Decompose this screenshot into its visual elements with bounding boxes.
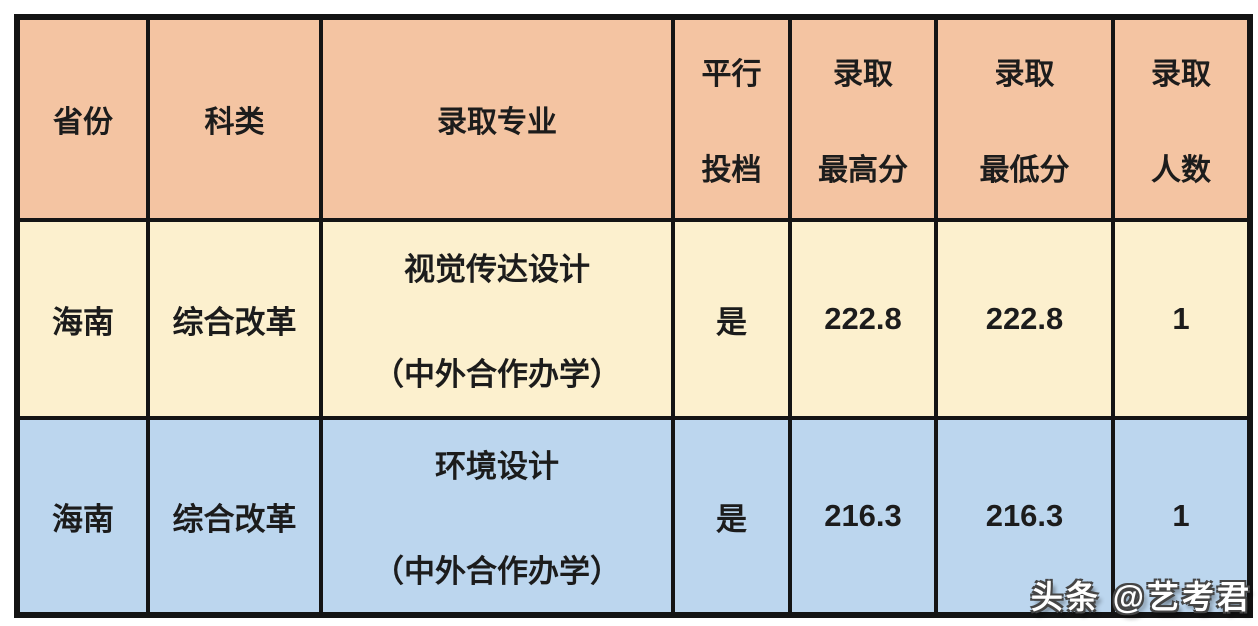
major-name: 环境设计: [435, 449, 559, 484]
header-label-province: 省份: [53, 106, 113, 139]
watermark-toutiao: 头条 @艺考君: [1030, 579, 1252, 615]
header-row: 省份 科类 录取专业 平行 投档 录取 最高分: [15, 15, 1252, 222]
header-label-category: 科类: [204, 106, 265, 139]
table-row: 海南 综合改革 视觉传达设计 （中外合作办学） 是 222.8: [15, 218, 1252, 420]
cell-province: 海南: [15, 416, 150, 617]
header-cell-min-score: 录取 最低分: [934, 15, 1115, 222]
category-value: 综合改革: [172, 304, 297, 340]
header-cell-category: 科类: [146, 15, 323, 222]
header-cell-parallel: 平行 投档: [671, 15, 792, 222]
header-label-count-line1: 录取: [1151, 58, 1211, 91]
header-label-parallel-line2: 投档: [701, 154, 762, 187]
cell-max-score: 216.3: [788, 416, 938, 617]
cell-count: 1: [1111, 218, 1252, 420]
cell-min-score: 222.8: [934, 218, 1115, 420]
admissions-table: 省份 科类 录取专业 平行 投档 录取 最高分: [14, 14, 1253, 618]
count-value: 1: [1172, 301, 1190, 336]
min-score-value: 216.3: [985, 498, 1064, 533]
province-value: 海南: [52, 501, 114, 537]
cell-major: 环境设计 （中外合作办学）: [319, 416, 675, 617]
header-cell-count: 录取 人数: [1111, 15, 1252, 222]
min-score-value: 222.8: [985, 301, 1064, 336]
max-score-value: 222.8: [824, 301, 902, 336]
cell-parallel: 是: [671, 218, 792, 420]
cell-major: 视觉传达设计 （中外合作办学）: [319, 218, 675, 420]
parallel-value: 是: [716, 304, 747, 340]
count-value: 1: [1172, 498, 1190, 533]
table-body: 海南 综合改革 视觉传达设计 （中外合作办学） 是 222.8: [15, 218, 1252, 617]
header-cell-province: 省份: [15, 15, 150, 222]
cell-province: 海南: [15, 218, 150, 420]
header-label-min-line2: 最低分: [979, 154, 1070, 187]
max-score-value: 216.3: [824, 498, 902, 533]
header-label-parallel-line1: 平行: [701, 58, 762, 91]
header-label-min-line1: 录取: [994, 58, 1055, 91]
cell-max-score: 222.8: [788, 218, 938, 420]
admissions-table-container: 省份 科类 录取专业 平行 投档 录取 最高分: [14, 14, 1253, 618]
province-value: 海南: [52, 304, 114, 340]
header-label-max-line1: 录取: [833, 58, 893, 91]
major-note: （中外合作办学）: [373, 357, 621, 392]
major-name: 视觉传达设计: [404, 252, 590, 287]
header-cell-max-score: 录取 最高分: [788, 15, 938, 222]
header-label-major: 录取专业: [437, 106, 557, 139]
header-label-max-line2: 最高分: [818, 154, 908, 187]
header-cell-major: 录取专业: [319, 15, 675, 222]
cell-category: 综合改革: [146, 218, 323, 420]
parallel-value: 是: [716, 501, 747, 537]
cell-min-score: 216.3: [934, 416, 1115, 617]
major-note: （中外合作办学）: [373, 554, 621, 589]
table-row: 海南 综合改革 环境设计 （中外合作办学） 是 216.3: [15, 416, 1252, 617]
category-value: 综合改革: [172, 501, 297, 537]
table-header: 省份 科类 录取专业 平行 投档 录取 最高分: [15, 15, 1252, 222]
cell-parallel: 是: [671, 416, 792, 617]
cell-category: 综合改革: [146, 416, 323, 617]
header-label-count-line2: 人数: [1151, 154, 1211, 187]
cell-count: 1: [1111, 416, 1252, 617]
